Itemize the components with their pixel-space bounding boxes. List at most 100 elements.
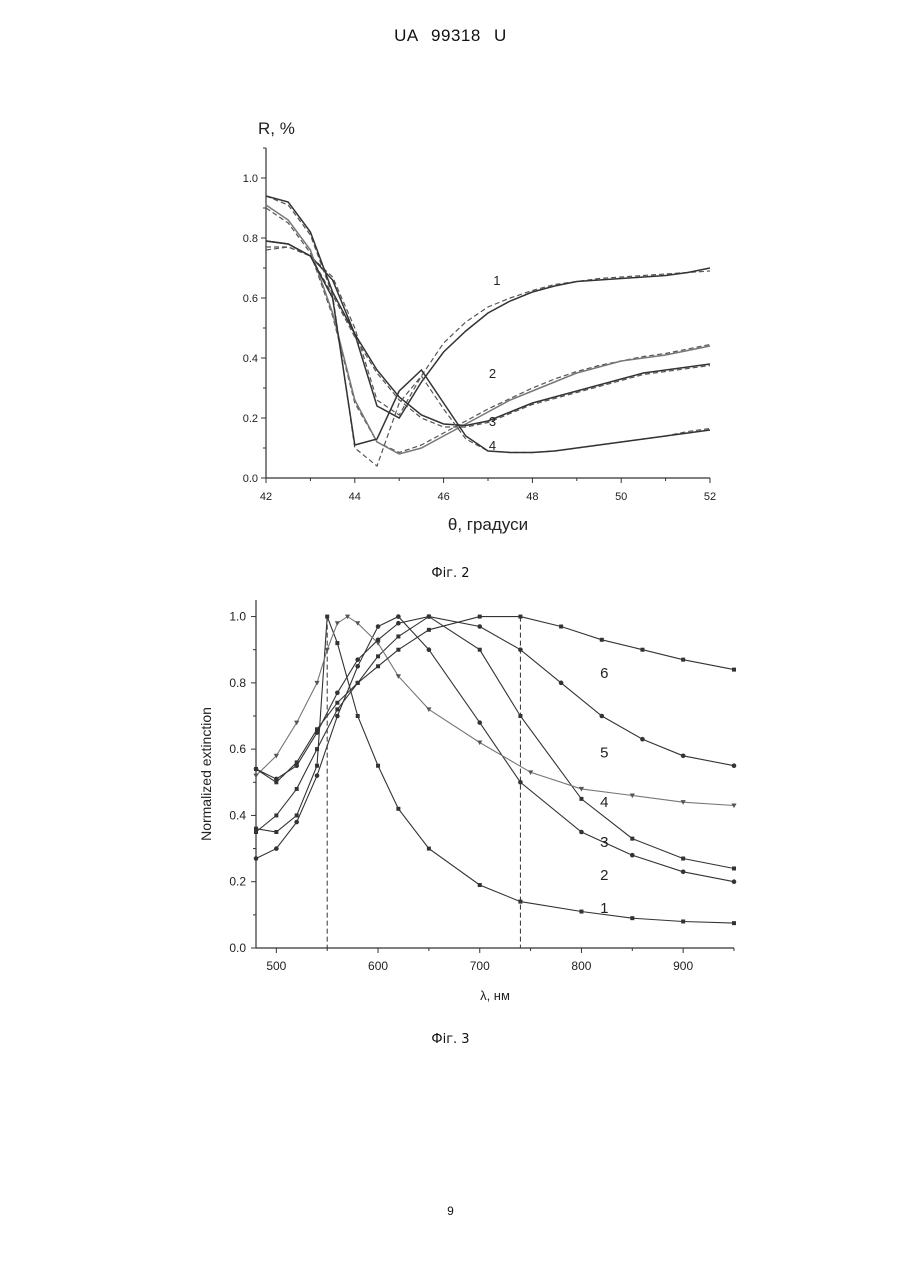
document-id-header: UA 99318 U <box>0 26 901 46</box>
series-3-point <box>681 857 685 861</box>
series-3-point <box>630 837 634 841</box>
series-6-point <box>335 701 339 705</box>
series-3-point <box>274 813 278 817</box>
series-3-point <box>295 787 299 791</box>
series-2-point <box>274 846 279 851</box>
series-3-point <box>315 747 319 751</box>
series-4-point <box>314 681 319 686</box>
series-6-point <box>396 648 400 652</box>
series-3-point <box>335 707 339 711</box>
series-1-point <box>732 921 736 925</box>
y-axis-title: R, % <box>258 119 295 138</box>
x-axis-title: θ, градуси <box>448 515 528 534</box>
series-3-point <box>478 648 482 652</box>
x-tick-label: 48 <box>526 491 538 503</box>
series-2-point <box>681 869 686 874</box>
series-5-point <box>732 763 737 768</box>
series-1-point <box>518 900 522 904</box>
series-1-point <box>295 813 299 817</box>
series-6-point <box>681 658 685 662</box>
x-tick-label: 42 <box>260 491 272 503</box>
series-1-point <box>356 714 360 718</box>
series-6-line <box>256 617 734 783</box>
y-tick-label: 1.0 <box>229 610 246 624</box>
y-tick-label: 0.0 <box>229 941 246 955</box>
series-2-point <box>427 647 432 652</box>
series-2-point <box>315 773 320 778</box>
series-6-point <box>315 727 319 731</box>
series-5-point <box>427 614 432 619</box>
figure-2-caption: Фіг. 2 <box>0 566 901 581</box>
series-1-point <box>315 764 319 768</box>
figure-3-caption: Фіг. 3 <box>0 1032 901 1047</box>
series-3-label: 3 <box>489 414 496 429</box>
series-1-point <box>335 641 339 645</box>
series-6-point <box>427 628 431 632</box>
x-tick-label: 44 <box>349 491 361 503</box>
series-4-label: 4 <box>489 438 496 453</box>
series-4-point <box>335 621 340 626</box>
series-6-point <box>518 615 522 619</box>
series-2-point <box>732 879 737 884</box>
series-2-point <box>579 830 584 835</box>
y-tick-label: 0.8 <box>229 676 246 690</box>
series-2-point <box>518 780 523 785</box>
series-2-line <box>256 617 734 882</box>
series-2-point <box>355 664 360 669</box>
series-2-point <box>396 614 401 619</box>
y-tick-label: 0.6 <box>229 742 246 756</box>
series-5-point <box>396 621 401 626</box>
y-tick-label: 0.0 <box>243 473 258 485</box>
series-2-point <box>630 853 635 858</box>
series-1-label: 1 <box>493 273 500 288</box>
series-5-point <box>681 753 686 758</box>
series-4-point <box>345 615 350 620</box>
series-6-point <box>559 625 563 629</box>
series-2-point <box>335 714 340 719</box>
figure-3-extinction-chart: 5006007008009000.00.20.40.60.81.0Normali… <box>0 590 901 1015</box>
series-4-point <box>253 774 258 779</box>
series-1-point <box>681 919 685 923</box>
series-4-point <box>294 721 299 726</box>
y-tick-label: 0.8 <box>243 233 258 245</box>
series-5-line <box>256 617 734 779</box>
series-5-point <box>518 647 523 652</box>
series-4-label: 4 <box>600 794 608 811</box>
series-1-point <box>376 764 380 768</box>
series-2-label: 2 <box>600 867 608 884</box>
y-tick-label: 0.6 <box>243 293 258 305</box>
x-tick-label: 800 <box>571 959 591 973</box>
series-6-point <box>640 648 644 652</box>
series-5-point <box>640 737 645 742</box>
x-tick-label: 50 <box>615 491 627 503</box>
series-4-point <box>477 741 482 746</box>
y-tick-label: 0.4 <box>243 353 258 365</box>
series-6-point <box>274 780 278 784</box>
x-tick-label: 500 <box>266 959 286 973</box>
y-tick-label: 0.2 <box>229 875 246 889</box>
series-6-point <box>376 664 380 668</box>
series-5-point <box>559 681 564 686</box>
x-tick-label: 52 <box>704 491 716 503</box>
series-3-point <box>732 866 736 870</box>
series-1-point <box>427 847 431 851</box>
series-6-point <box>254 767 258 771</box>
series-3-point <box>396 634 400 638</box>
series-1-point <box>579 910 583 914</box>
series-5-point <box>599 714 604 719</box>
series-2-point <box>477 720 482 725</box>
y-tick-label: 0.2 <box>243 413 258 425</box>
series-2-point <box>294 820 299 825</box>
series-1-point <box>396 807 400 811</box>
x-tick-label: 700 <box>470 959 490 973</box>
x-tick-label: 46 <box>437 491 449 503</box>
series-1-point <box>325 615 329 619</box>
series-3-point <box>376 654 380 658</box>
series-1-point <box>274 830 278 834</box>
series-2-point <box>376 624 381 629</box>
series-3-point <box>254 830 258 834</box>
series-5-point <box>477 624 482 629</box>
series-5-point <box>335 691 340 696</box>
y-tick-label: 0.4 <box>229 808 246 822</box>
x-tick-label: 900 <box>673 959 693 973</box>
